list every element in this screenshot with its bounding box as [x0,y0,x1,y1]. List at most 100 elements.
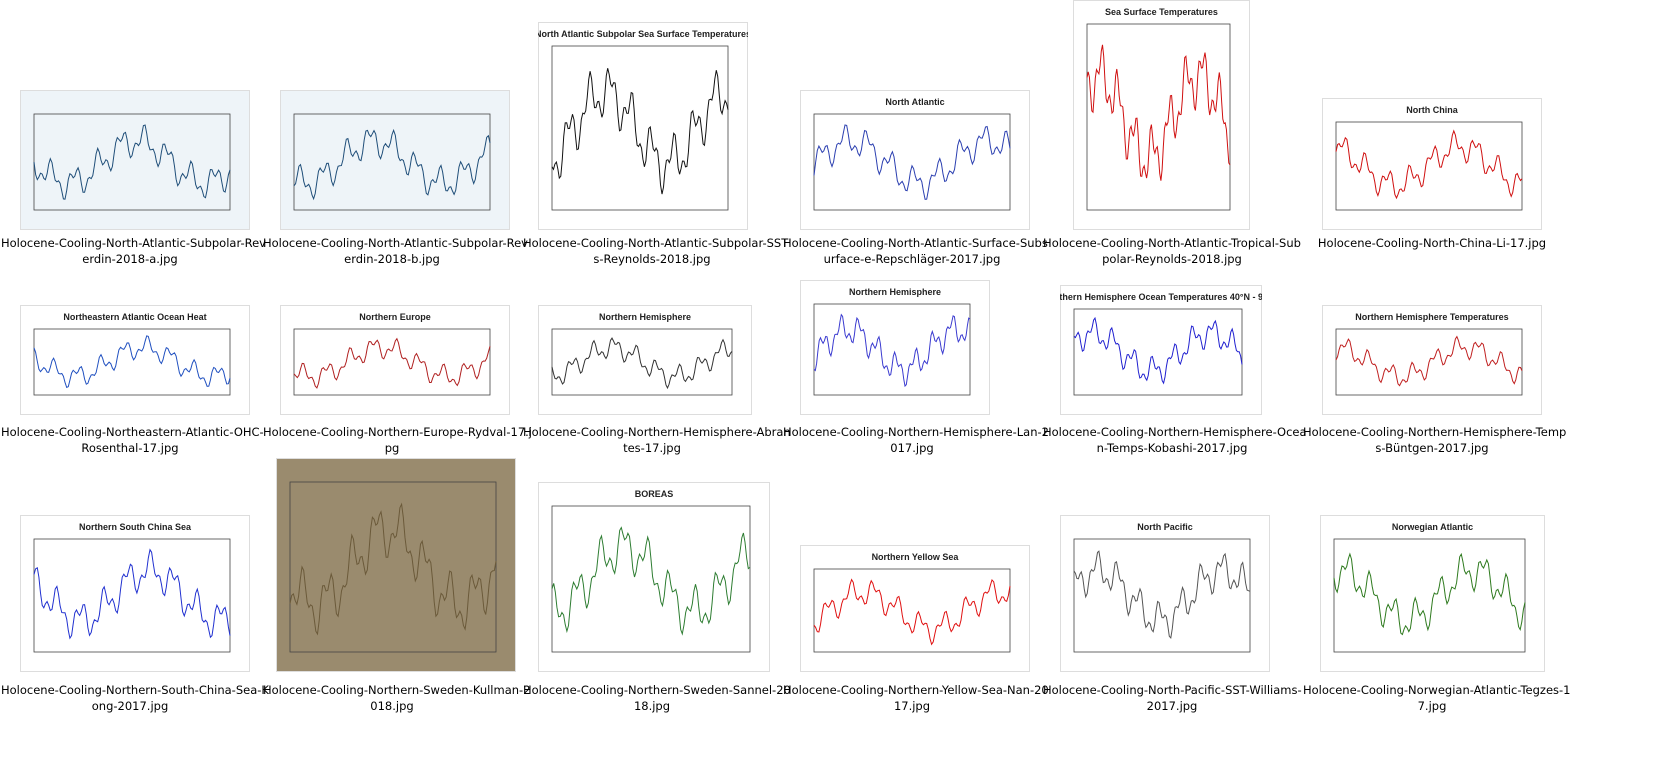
file-name: Holocene-Cooling-North-Atlantic-Subpolar… [523,235,789,267]
thumb-line [289,502,497,636]
thumb-line [551,526,751,636]
file-name-line: Holocene-Cooling-Northern-Hemisphere-Oce… [1043,425,1307,439]
file-name: Holocene-Cooling-Norwegian-Atlantic-Tegz… [1303,682,1571,714]
file-name-line: Holocene-Cooling-North-Pacific-SST-Willi… [1043,683,1302,697]
file-name-line: pg [384,441,400,455]
thumb-title: Northern Hemisphere [599,312,691,322]
thumb-title: Northern Hemisphere Temperatures [1355,312,1508,322]
thumb-line [813,124,1011,200]
file-name-line: Holocene-Cooling-Northern-Hemisphere-Abr… [523,425,791,439]
thumb-title: Northern Hemisphere Ocean Temperatures 4… [1060,292,1262,302]
file-name-line: Holocene-Cooling-Northern-Sweden-Sannel-… [523,683,791,697]
thumbnail: Northern South China Sea [20,515,250,672]
plot-frame [293,113,491,211]
thumb-title: North China [1406,105,1458,115]
thumb-title: Sea Surface Temperatures [1105,7,1218,17]
thumb-line [1086,44,1231,181]
plot-frame [813,568,1011,653]
plot-frame [293,328,491,396]
file-name-line: Holocene-Cooling-Northern-Hemisphere-Tem… [1303,425,1567,439]
file-name: Holocene-Cooling-North-Atlantic-Tropical… [1043,235,1301,267]
plot-frame [551,45,729,211]
thumb-background [1060,285,1262,415]
thumb-line [813,578,1011,646]
file-name-line: Holocene-Cooling-Norwegian-Atlantic-Tegz… [1303,683,1571,697]
thumbnail: Northern Yellow Sea [800,545,1030,672]
thumbnail: North Pacific [1060,515,1270,672]
thumb-line [293,337,491,389]
file-name: Holocene-Cooling-Northern-Hemisphere-Tem… [1303,424,1567,456]
thumb-line [33,548,231,640]
file-name-line: Holocene-Cooling-North-Atlantic-Subpolar… [263,236,528,250]
file-name: Holocene-Cooling-Northern-Hemisphere-Lan… [783,424,1049,456]
file-name: Holocene-Cooling-Northern-Hemisphere-Oce… [1043,424,1307,456]
thumbnail: BOREAS [538,482,770,672]
file-name-line: s-Büntgen-2017.jpg [1375,441,1489,455]
thumb-line [551,337,733,390]
file-name-line: urface-e-Repschläger-2017.jpg [823,252,1001,266]
thumbnail: Norwegian Atlantic [1320,515,1545,672]
thumb-background [538,305,752,415]
thumb-title: North Pacific [1137,522,1193,532]
thumb-title: BOREAS [635,489,674,499]
thumb-title: North Atlantic [885,97,944,107]
thumb-background [1322,98,1542,230]
thumbnail: Northern Hemisphere Temperatures [1322,305,1542,415]
thumb-line [1333,552,1526,636]
thumb-background [1060,515,1270,672]
file-name: Holocene-Cooling-Northern-Europe-Rydval-… [263,424,532,456]
thumb-background [800,280,990,415]
thumbnail: Sea Surface Temperatures [1073,0,1250,230]
thumb-background [280,305,510,415]
thumbnail: North Atlantic [800,90,1030,230]
plot-frame [1073,538,1251,653]
thumb-background [538,22,748,230]
file-name: Holocene-Cooling-Northern-Hemisphere-Abr… [523,424,791,456]
thumbnail: Northern Europe [280,305,510,415]
file-name-line: n-Temps-Kobashi-2017.jpg [1096,441,1248,455]
file-name: Holocene-Cooling-Northeastern-Atlantic-O… [1,424,264,456]
file-name-line: Holocene-Cooling-Northern-Hemisphere-Lan… [783,425,1049,439]
thumb-line [551,68,729,195]
file-name-line: erdin-2018-b.jpg [344,252,440,266]
thumb-line [1073,316,1243,385]
file-name-line: s-Reynolds-2018.jpg [593,252,711,266]
thumb-title: Northeastern Atlantic Ocean Heat [63,312,206,322]
file-name-line: erdin-2018-a.jpg [82,252,178,266]
thumb-title: Northern Europe [359,312,431,322]
plot-frame [289,481,497,653]
plot-frame [551,505,751,653]
file-name-line: 018.jpg [370,699,414,713]
file-name-line: 7.jpg [1417,699,1447,713]
thumb-background [800,545,1030,672]
thumb-background [20,90,250,230]
file-name-line: Holocene-Cooling-North-Atlantic-Subpolar… [1,236,266,250]
thumb-title: Norwegian Atlantic [1392,522,1473,532]
thumb-line [33,124,231,200]
file-name-line: Holocene-Cooling-Northern-Yellow-Sea-Nan… [783,683,1049,697]
file-name-line: Holocene-Cooling-Northeastern-Atlantic-O… [1,425,264,439]
file-name-line: 18.jpg [633,699,671,713]
thumbnail [280,90,510,230]
plot-frame [1335,121,1523,211]
thumb-title: Northern South China Sea [79,522,192,532]
file-name-line: Rosenthal-17.jpg [81,441,179,455]
thumb-line [33,335,231,389]
thumb-background [20,305,250,415]
file-name: Holocene-Cooling-North-Atlantic-Subpolar… [1,235,266,267]
thumbnail: Northeastern Atlantic Ocean Heat [20,305,250,415]
thumb-line [1073,550,1251,639]
file-name-line: polar-Reynolds-2018.jpg [1102,252,1242,266]
thumbnail: Northern Hemisphere [800,280,990,415]
thumb-background [280,90,510,230]
file-name-line: Holocene-Cooling-North-Atlantic-Subpolar… [523,236,789,250]
plot-frame [1086,23,1231,211]
file-name-line: Holocene-Cooling-Northern-South-China-Se… [1,683,269,697]
file-name-line: 017.jpg [890,441,934,455]
plot-frame [1335,328,1523,396]
thumb-background [1073,0,1250,230]
thumbnail: Northern Hemisphere Ocean Temperatures 4… [1060,285,1262,415]
thumb-line [813,313,971,388]
file-name-line: Holocene-Cooling-North-China-Li-17.jpg [1317,236,1547,250]
